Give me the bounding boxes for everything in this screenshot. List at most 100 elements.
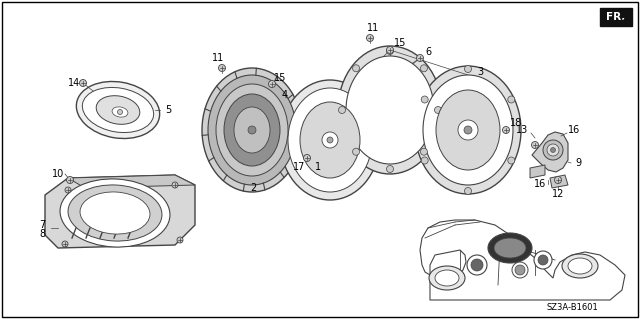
Text: 15: 15 bbox=[274, 73, 286, 83]
Text: SZ3A-B1601: SZ3A-B1601 bbox=[546, 303, 598, 313]
Text: 17: 17 bbox=[293, 162, 305, 172]
Text: 18: 18 bbox=[510, 118, 522, 128]
Ellipse shape bbox=[202, 68, 302, 192]
Circle shape bbox=[303, 154, 310, 161]
Ellipse shape bbox=[562, 254, 598, 278]
Text: 5: 5 bbox=[165, 105, 171, 115]
FancyBboxPatch shape bbox=[600, 8, 632, 26]
Ellipse shape bbox=[60, 179, 170, 247]
Circle shape bbox=[67, 176, 74, 183]
Ellipse shape bbox=[435, 270, 459, 286]
Circle shape bbox=[465, 65, 472, 72]
Ellipse shape bbox=[68, 185, 162, 241]
Text: 13: 13 bbox=[516, 125, 528, 135]
Circle shape bbox=[79, 79, 86, 86]
Polygon shape bbox=[68, 175, 195, 188]
Circle shape bbox=[339, 107, 346, 114]
Text: 6: 6 bbox=[425, 47, 431, 57]
Text: 12: 12 bbox=[552, 189, 564, 199]
Circle shape bbox=[387, 166, 394, 173]
Ellipse shape bbox=[423, 75, 513, 185]
Circle shape bbox=[547, 144, 559, 156]
Circle shape bbox=[531, 142, 538, 149]
Polygon shape bbox=[420, 220, 625, 300]
Ellipse shape bbox=[234, 107, 270, 153]
Text: 10: 10 bbox=[52, 169, 64, 179]
Circle shape bbox=[420, 65, 428, 72]
Circle shape bbox=[465, 188, 472, 195]
Circle shape bbox=[417, 55, 424, 62]
Circle shape bbox=[508, 157, 515, 164]
Ellipse shape bbox=[429, 266, 465, 290]
Circle shape bbox=[508, 96, 515, 103]
Ellipse shape bbox=[494, 238, 526, 258]
Circle shape bbox=[327, 137, 333, 143]
Polygon shape bbox=[532, 132, 568, 172]
Text: 15: 15 bbox=[394, 38, 406, 48]
Ellipse shape bbox=[338, 46, 442, 174]
Ellipse shape bbox=[208, 75, 296, 185]
Circle shape bbox=[65, 187, 71, 193]
Text: 9: 9 bbox=[575, 158, 581, 168]
Ellipse shape bbox=[538, 255, 548, 265]
Circle shape bbox=[218, 64, 225, 71]
Circle shape bbox=[550, 147, 556, 152]
Circle shape bbox=[464, 126, 472, 134]
Circle shape bbox=[502, 127, 509, 133]
Ellipse shape bbox=[216, 84, 288, 176]
Ellipse shape bbox=[96, 96, 140, 124]
Ellipse shape bbox=[436, 90, 500, 170]
Text: FR.: FR. bbox=[606, 12, 626, 22]
Ellipse shape bbox=[467, 255, 487, 275]
Circle shape bbox=[248, 126, 256, 134]
Text: 2: 2 bbox=[250, 183, 256, 193]
Circle shape bbox=[421, 96, 428, 103]
Text: 7: 7 bbox=[39, 220, 45, 230]
Text: 14: 14 bbox=[68, 78, 80, 88]
Circle shape bbox=[387, 47, 394, 54]
Ellipse shape bbox=[534, 251, 552, 269]
Ellipse shape bbox=[515, 265, 525, 275]
Circle shape bbox=[62, 241, 68, 247]
Ellipse shape bbox=[346, 56, 434, 164]
Polygon shape bbox=[45, 175, 195, 248]
Circle shape bbox=[269, 80, 275, 87]
Ellipse shape bbox=[76, 81, 159, 138]
Ellipse shape bbox=[415, 66, 521, 194]
Text: 1: 1 bbox=[315, 162, 321, 172]
Ellipse shape bbox=[568, 258, 592, 274]
Text: 11: 11 bbox=[367, 23, 379, 33]
Circle shape bbox=[322, 132, 338, 148]
Circle shape bbox=[543, 140, 563, 160]
Circle shape bbox=[177, 237, 183, 243]
Circle shape bbox=[435, 107, 442, 114]
Circle shape bbox=[172, 182, 178, 188]
Ellipse shape bbox=[280, 80, 380, 200]
Circle shape bbox=[387, 48, 394, 55]
Ellipse shape bbox=[471, 259, 483, 271]
Ellipse shape bbox=[300, 102, 360, 178]
Circle shape bbox=[458, 120, 478, 140]
Circle shape bbox=[554, 176, 561, 183]
Polygon shape bbox=[550, 175, 568, 188]
Ellipse shape bbox=[488, 233, 532, 263]
Circle shape bbox=[421, 157, 428, 164]
Text: 11: 11 bbox=[212, 53, 224, 63]
Text: 8: 8 bbox=[39, 229, 45, 239]
Circle shape bbox=[367, 34, 374, 41]
Ellipse shape bbox=[224, 94, 280, 166]
Ellipse shape bbox=[112, 107, 128, 117]
Text: 4: 4 bbox=[282, 90, 288, 100]
Text: 3: 3 bbox=[477, 67, 483, 77]
Circle shape bbox=[353, 65, 360, 72]
Circle shape bbox=[353, 148, 360, 155]
Text: 16: 16 bbox=[534, 179, 546, 189]
Ellipse shape bbox=[512, 262, 528, 278]
Ellipse shape bbox=[288, 88, 372, 192]
Text: 16: 16 bbox=[568, 125, 580, 135]
Ellipse shape bbox=[80, 192, 150, 234]
Circle shape bbox=[118, 109, 122, 115]
Circle shape bbox=[420, 148, 428, 155]
Polygon shape bbox=[530, 165, 545, 178]
Ellipse shape bbox=[83, 87, 154, 133]
